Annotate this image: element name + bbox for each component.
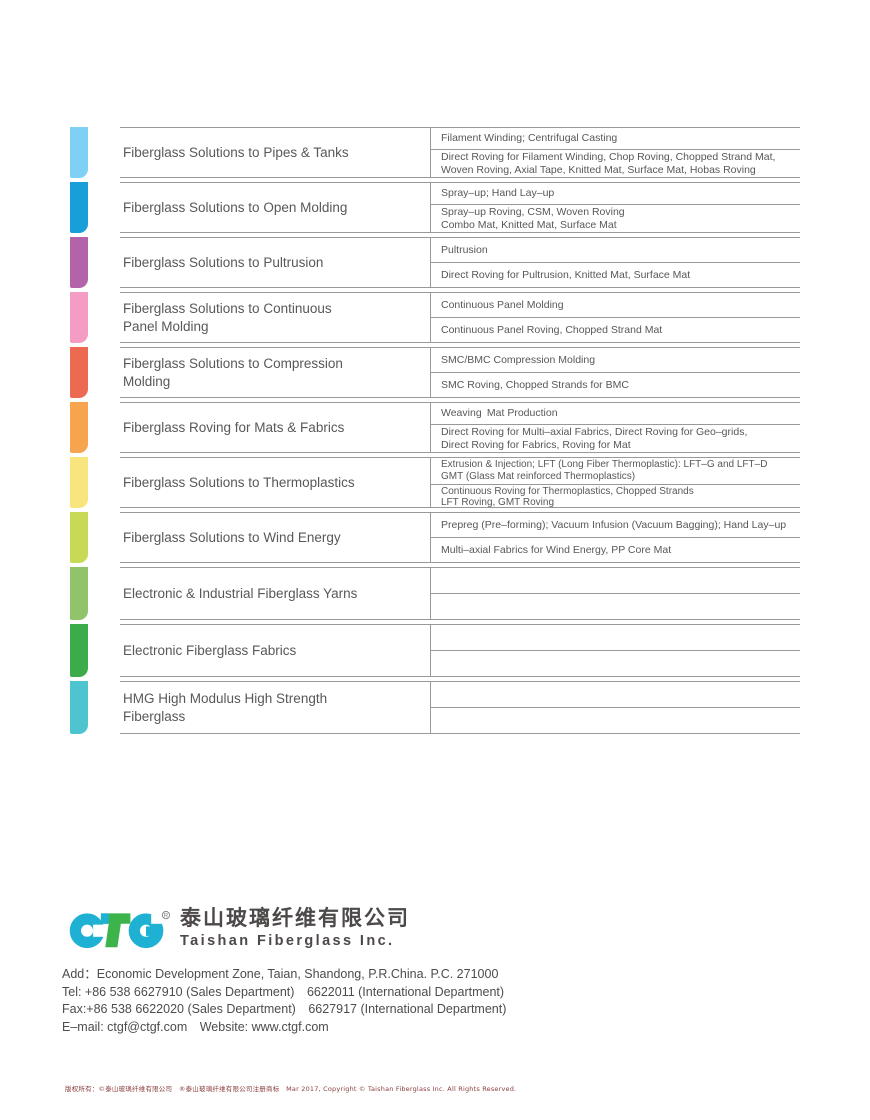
products-cell: SMC Roving, Chopped Strands for BMC xyxy=(441,378,629,391)
products-cell: Continuous Panel Roving, Chopped Strand … xyxy=(441,323,663,336)
color-tab xyxy=(70,292,88,343)
color-tab xyxy=(70,624,88,677)
table-row: Fiberglass Solutions to Open Molding Spr… xyxy=(70,182,800,233)
tel-line: Tel: +86 538 6627910 (Sales Department) … xyxy=(62,984,505,999)
products-cell xyxy=(431,594,800,619)
category-label: Fiberglass Solutions to Open Molding xyxy=(123,199,348,215)
category-label: Fiberglass Solutions to Thermoplastics xyxy=(123,474,355,490)
address-line: Add：Economic Development Zone, Taian, Sh… xyxy=(62,967,499,981)
table-row: Electronic & Industrial Fiberglass Yarns xyxy=(70,567,800,620)
table-row: Fiberglass Solutions to Compression Mold… xyxy=(70,347,800,398)
process-cell: Filament Winding; Centrifugal Casting xyxy=(431,128,800,151)
table-row: Fiberglass Solutions to Pipes & Tanks Fi… xyxy=(70,127,800,178)
process-cell xyxy=(431,568,800,594)
color-tab xyxy=(70,402,88,453)
color-tab xyxy=(70,182,88,233)
products-cell: Direct Roving for Filament Winding, Chop… xyxy=(441,151,776,176)
category-label: Fiberglass Solutions to Pipes & Tanks xyxy=(123,144,349,160)
color-tab xyxy=(70,237,88,288)
process-cell: Continuous Panel Molding xyxy=(431,293,800,318)
category-label: HMG High Modulus High Strength Fiberglas… xyxy=(123,690,328,724)
products-cell: Multi–axial Fabrics for Wind Energy, PP … xyxy=(441,543,672,556)
process-cell: Pultrusion xyxy=(431,238,800,263)
category-label: Electronic Fiberglass Fabrics xyxy=(123,642,297,658)
color-tab xyxy=(70,567,88,620)
table-row: Fiberglass Solutions to Pultrusion Pultr… xyxy=(70,237,800,288)
product-solutions-table: Fiberglass Solutions to Pipes & Tanks Fi… xyxy=(70,127,800,734)
color-tab xyxy=(70,681,88,734)
process-cell: Spray–up; Hand Lay–up xyxy=(431,183,800,206)
category-label: Fiberglass Solutions to Continuous Panel… xyxy=(123,300,332,334)
color-tab xyxy=(70,347,88,398)
table-row: HMG High Modulus High Strength Fiberglas… xyxy=(70,681,800,734)
table-row: Fiberglass Solutions to Wind Energy Prep… xyxy=(70,512,800,563)
category-label: Fiberglass Roving for Mats & Fabrics xyxy=(123,419,345,435)
table-row: Fiberglass Solutions to Thermoplastics E… xyxy=(70,457,800,508)
company-name-en: Taishan Fiberglass Inc. xyxy=(180,933,395,950)
products-cell: Continuous Roving for Thermoplastics, Ch… xyxy=(441,485,694,509)
company-name-cn: 泰山玻璃纤维有限公司 xyxy=(180,906,410,930)
fax-line: Fax:+86 538 6622020 (Sales Department) 6… xyxy=(62,1002,507,1016)
process-cell xyxy=(431,682,800,708)
process-cell: Prepreg (Pre–forming); Vacuum Infusion (… xyxy=(431,513,800,538)
contact-block: Add：Economic Development Zone, Taian, Sh… xyxy=(62,966,506,1036)
copyright-line: 版权所有：©泰山玻璃纤维有限公司 ®泰山玻璃纤维有限公司注册商标 Mar 201… xyxy=(65,1085,517,1093)
products-cell: Direct Roving for Multi–axial Fabrics, D… xyxy=(441,426,748,451)
svg-text:R: R xyxy=(164,913,169,919)
color-tab xyxy=(70,457,88,508)
email-website-line: E–mail: ctgf@ctgf.com Website: www.ctgf.… xyxy=(62,1019,329,1034)
category-label: Fiberglass Solutions to Pultrusion xyxy=(123,254,324,270)
color-tab xyxy=(70,127,88,178)
products-cell: Spray–up Roving, CSM, Woven Roving Combo… xyxy=(441,206,625,231)
process-cell xyxy=(431,625,800,651)
table-row: Electronic Fiberglass Fabrics xyxy=(70,624,800,677)
category-label: Fiberglass Solutions to Compression Mold… xyxy=(123,355,343,389)
process-cell: Weaving Mat Production xyxy=(431,403,800,426)
process-cell: Extrusion & Injection; LFT (Long Fiber T… xyxy=(431,458,800,485)
color-tab xyxy=(70,512,88,563)
category-label: Electronic & Industrial Fiberglass Yarns xyxy=(123,585,358,601)
category-label: Fiberglass Solutions to Wind Energy xyxy=(123,529,341,545)
table-row: Fiberglass Roving for Mats & Fabrics Wea… xyxy=(70,402,800,453)
products-cell xyxy=(431,708,800,733)
company-logo-block: R 泰山玻璃纤维有限公司 Taishan Fiberglass Inc. xyxy=(68,903,410,955)
products-cell xyxy=(431,651,800,676)
process-cell: SMC/BMC Compression Molding xyxy=(431,348,800,373)
ctg-logo-icon: R xyxy=(69,911,171,949)
products-cell: Direct Roving for Pultrusion, Knitted Ma… xyxy=(441,268,691,281)
table-row: Fiberglass Solutions to Continuous Panel… xyxy=(70,292,800,343)
